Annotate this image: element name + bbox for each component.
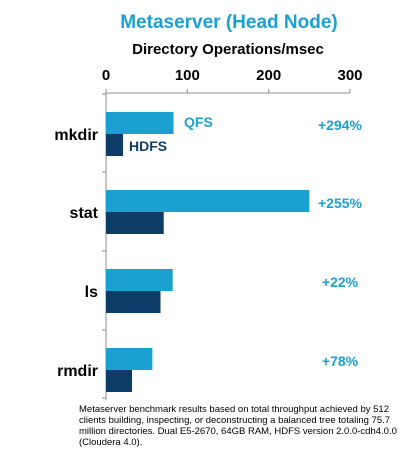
- category-label: ls: [85, 284, 98, 301]
- bar-hdfs-rmdir: [106, 370, 133, 392]
- bar-hdfs-stat: [106, 212, 164, 234]
- x-tick-label: 200: [256, 67, 281, 84]
- x-tick-label: 300: [337, 67, 362, 84]
- percent-annotation: +294%: [318, 117, 363, 133]
- bar-qfs-ls: [106, 269, 173, 291]
- bar-qfs-mkdir: [106, 112, 174, 134]
- percent-annotation: +22%: [322, 274, 359, 290]
- category-label: stat: [70, 205, 99, 222]
- percent-annotation: +78%: [322, 353, 359, 369]
- legend-hdfs: HDFS: [129, 138, 167, 154]
- percent-annotation: +255%: [318, 195, 363, 211]
- category-label: rmdir: [57, 363, 98, 380]
- category-label: mkdir: [54, 127, 98, 144]
- bar-qfs-stat: [106, 190, 310, 212]
- bar-hdfs-ls: [106, 291, 161, 313]
- bar-qfs-rmdir: [106, 348, 153, 370]
- chart-subtitle: Directory Operations/msec: [132, 41, 324, 58]
- labels: mkdir +294% stat +255% ls +22% rmdir +78% QFS HDF…: [54, 114, 362, 380]
- x-tick-label: 0: [102, 67, 110, 84]
- bar-hdfs-mkdir: [106, 134, 124, 156]
- x-tick-label: 100: [175, 67, 200, 84]
- bars: [106, 112, 310, 392]
- legend-qfs: QFS: [184, 114, 213, 130]
- footnote: Metaserver benchmark results based on to…: [79, 404, 397, 448]
- chart-title: Metaserver (Head Node): [120, 12, 338, 33]
